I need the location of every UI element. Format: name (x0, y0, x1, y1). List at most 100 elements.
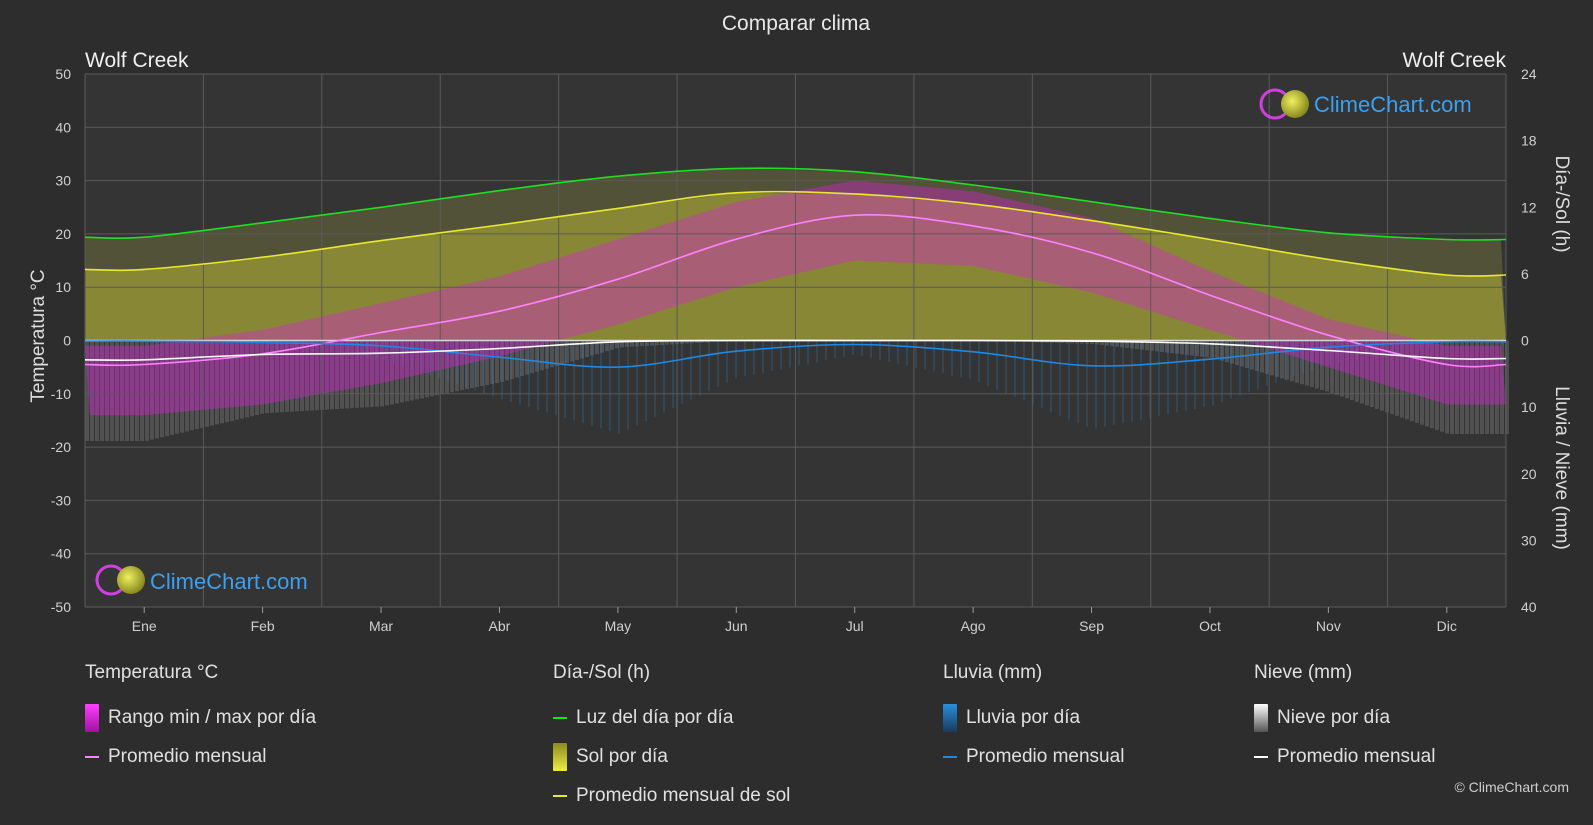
y-left-tick-label: -50 (51, 599, 71, 615)
rain-bar (987, 340, 989, 386)
rain-bar (501, 340, 503, 400)
snow-bar (1150, 340, 1154, 351)
snow-bar (335, 340, 339, 410)
rain-bar (870, 340, 872, 358)
rain-bar (843, 340, 845, 357)
legend-temperature: Temperatura °C Rango min / max por día P… (85, 662, 316, 776)
snow-bar (1300, 340, 1304, 385)
snow-bar (420, 340, 424, 399)
snow-bar (1240, 340, 1244, 367)
snow-bar (1320, 340, 1324, 391)
rain-bar (636, 340, 638, 426)
snow-bar (620, 340, 624, 348)
legend-rain-title: Lluvia (mm) (943, 662, 1043, 683)
snow-bar (255, 340, 259, 416)
snow-bar (700, 340, 704, 343)
snow-bar (1485, 340, 1489, 435)
y-right-bottom-tick-label: 40 (1521, 599, 1537, 615)
legend-snow: Nieve (mm) Nieve por día Promedio mensua… (1254, 662, 1435, 776)
rain-bar (1086, 340, 1088, 427)
snow-bar (1340, 340, 1344, 397)
snow-bar (1305, 340, 1309, 386)
y-left-tick-label: 50 (55, 66, 71, 82)
y-right-top-tick-label: 6 (1521, 266, 1529, 282)
snow-bar (1190, 340, 1194, 356)
rain-bar (537, 340, 539, 410)
rain-bar (1266, 340, 1268, 386)
y-left-axis-label: Temperatura °C (28, 269, 49, 402)
snow-bar (1410, 340, 1414, 422)
rain-bar (384, 340, 386, 361)
rain-bar (879, 340, 881, 360)
snow-bar (1170, 340, 1174, 354)
rain-bar (978, 340, 980, 383)
snow-bar (550, 340, 554, 368)
watermark-text-bottom: ClimeChart.com (150, 569, 308, 594)
snow-bar (1110, 340, 1114, 347)
rain-bar (267, 340, 269, 348)
rain-bar (546, 340, 548, 413)
rain-bar (1275, 340, 1277, 383)
watermark-bottom: ClimeChart.com (95, 564, 308, 596)
snow-bar (625, 340, 629, 348)
x-tick-label: Jul (846, 618, 864, 634)
legend-item-rain: Lluvia por día (943, 698, 1124, 737)
snow-bar (1440, 340, 1444, 432)
snow-bar (1185, 340, 1189, 355)
rain-bar (456, 340, 458, 385)
y-right-bottom-tick-label: 30 (1521, 532, 1537, 548)
snow-bar (1275, 340, 1279, 377)
rain-bar (582, 340, 584, 424)
rain-bar (492, 340, 494, 397)
snow-bar (1330, 340, 1334, 394)
x-tick-label: Nov (1316, 618, 1341, 634)
x-tick-label: Ago (961, 618, 986, 634)
rain-bar (366, 340, 368, 358)
rain-bar (420, 340, 422, 373)
rain-bar (375, 340, 377, 359)
legend-item-snow: Nieve por día (1254, 698, 1435, 737)
rain-bar (429, 340, 431, 376)
rain-bar (339, 340, 341, 356)
legend-snow-title: Nieve (mm) (1254, 662, 1353, 683)
snow-bar (660, 340, 664, 345)
snow-bar (1350, 340, 1354, 401)
snow-bar (135, 340, 139, 441)
snow-bar (665, 340, 669, 345)
snow-bar (1490, 340, 1494, 435)
rain-bar (564, 340, 566, 418)
rain-bar (591, 340, 593, 426)
snow-bar (1225, 340, 1229, 363)
snow-bar (445, 340, 449, 394)
snow-bar (575, 340, 579, 360)
snow-bar (355, 340, 359, 408)
rain-bar (1149, 340, 1151, 418)
snow-bar (145, 340, 149, 441)
snow-bar (140, 340, 144, 441)
rain-bar (1059, 340, 1061, 416)
rain-bar (1158, 340, 1160, 417)
snow-bar (1290, 340, 1294, 382)
rain-bar (1221, 340, 1223, 402)
snow-bar (1500, 340, 1504, 435)
snow-bar (250, 340, 254, 417)
snow-bar (380, 340, 384, 407)
snow-bar (150, 340, 154, 440)
snow-bar (1195, 340, 1199, 357)
snow-bar (1285, 340, 1289, 380)
snow-bar (655, 340, 659, 346)
snow-bar (650, 340, 654, 346)
snow-bar (1465, 340, 1469, 435)
snow-bar (555, 340, 559, 366)
axis-ticks: 50 40 30 20 10 0 -10 -20 -30 -40 -50 24 18 12 6 0 10 20 30… (51, 66, 1537, 634)
rain-bar (1176, 340, 1178, 413)
snow-bar (1385, 340, 1389, 413)
snow-bar (460, 340, 464, 391)
snow-bar (1155, 340, 1159, 352)
chart-title: Comparar clima (722, 12, 871, 35)
rain-bar (915, 340, 917, 368)
rain-bar (618, 340, 620, 434)
snow-bar (410, 340, 414, 401)
y-right-bottom-tick-label: 20 (1521, 466, 1537, 482)
